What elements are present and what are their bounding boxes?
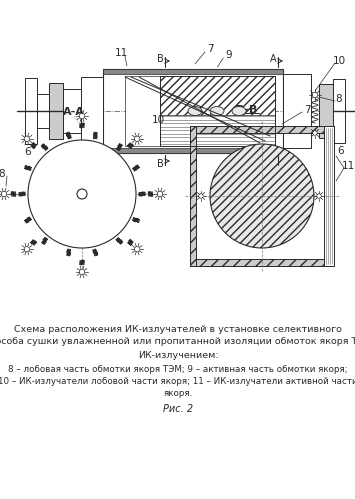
Text: 10: 10 — [332, 56, 345, 66]
Circle shape — [135, 136, 140, 142]
Text: способа сушки увлажненной или пропитанной изоляции обмоток якоря ТЭМ: способа сушки увлажненной или пропитанно… — [0, 337, 355, 346]
Ellipse shape — [232, 106, 246, 115]
Circle shape — [210, 144, 314, 248]
Circle shape — [28, 140, 136, 248]
Circle shape — [24, 136, 29, 142]
Circle shape — [79, 269, 85, 275]
Text: 8 – лобовая часть обмотки якоря ТЭМ; 9 – активная часть обмотки якоря;: 8 – лобовая часть обмотки якоря ТЭМ; 9 –… — [8, 364, 348, 373]
Text: 7: 7 — [207, 44, 213, 54]
Bar — [63, 89, 81, 133]
Bar — [103, 148, 283, 153]
Bar — [160, 76, 275, 114]
Bar — [25, 78, 37, 144]
Text: А: А — [270, 159, 276, 169]
Circle shape — [313, 131, 317, 135]
Text: 11: 11 — [342, 161, 355, 171]
Bar — [103, 69, 283, 153]
Circle shape — [135, 247, 140, 252]
Circle shape — [1, 191, 7, 197]
Bar — [333, 79, 345, 143]
Circle shape — [312, 92, 318, 98]
Text: 11: 11 — [114, 48, 128, 58]
Text: А: А — [270, 54, 276, 64]
Bar — [319, 84, 333, 138]
Bar — [49, 83, 63, 139]
Circle shape — [77, 189, 87, 199]
Bar — [81, 77, 103, 145]
Circle shape — [317, 194, 321, 198]
Circle shape — [157, 191, 163, 197]
Circle shape — [24, 247, 29, 252]
Text: 9: 9 — [231, 171, 237, 181]
Text: 10: 10 — [152, 115, 165, 125]
Text: A-A: A-A — [63, 107, 85, 117]
Text: 6: 6 — [25, 147, 31, 157]
Circle shape — [79, 113, 85, 119]
Text: Схема расположения ИК-излучателей в установке селективного: Схема расположения ИК-излучателей в уста… — [14, 324, 342, 333]
Bar — [283, 74, 311, 148]
Bar — [190, 126, 334, 133]
Bar — [37, 94, 49, 128]
Bar — [103, 69, 283, 74]
Bar — [190, 126, 196, 266]
Bar — [125, 76, 160, 146]
Text: ИК-излучением:: ИК-излучением: — [138, 350, 218, 359]
Bar — [160, 76, 275, 146]
Text: якоря.: якоря. — [163, 389, 193, 398]
Text: 7: 7 — [304, 105, 310, 115]
Bar — [190, 259, 334, 266]
Text: 8: 8 — [0, 169, 5, 179]
Ellipse shape — [210, 106, 224, 115]
Text: Рис. 2: Рис. 2 — [163, 404, 193, 414]
Circle shape — [199, 194, 203, 198]
Text: 9: 9 — [226, 50, 232, 60]
Text: 6: 6 — [338, 146, 344, 156]
Bar — [324, 126, 334, 266]
Text: B-B: B-B — [236, 105, 258, 115]
Text: В: В — [157, 54, 163, 64]
Text: 8: 8 — [336, 94, 342, 104]
Text: 10 – ИК-излучатели лобовой части якоря; 11 – ИК-излучатели активной части: 10 – ИК-излучатели лобовой части якоря; … — [0, 378, 355, 387]
Ellipse shape — [188, 106, 202, 115]
Text: В: В — [157, 159, 163, 169]
